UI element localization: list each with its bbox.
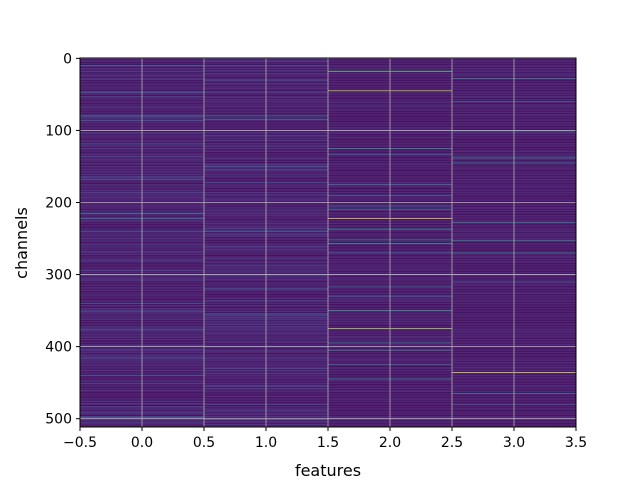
y-tick-label: 400	[45, 340, 72, 356]
x-tick-label: 1.0	[255, 435, 277, 451]
x-tick-label: 0.5	[193, 435, 215, 451]
x-tick-label: 1.5	[317, 435, 339, 451]
x-tick-label: 3.0	[503, 435, 525, 451]
y-axis-label: channels	[12, 207, 31, 279]
x-tick-label: 0.0	[131, 435, 153, 451]
x-tick-label: 2.0	[379, 435, 401, 451]
x-axis: −0.5 0.0 0.5 1.0 1.5 2.0 2.5 3.0 3.5	[63, 427, 587, 451]
y-tick-label: 500	[45, 412, 72, 428]
x-tick-label: 3.5	[565, 435, 587, 451]
y-tick-label: 300	[45, 268, 72, 284]
y-tick-label: 100	[45, 123, 72, 139]
x-axis-label: features	[295, 461, 361, 480]
y-axis: 0 100 200 300 400 500	[45, 51, 80, 428]
x-tick-label: 2.5	[441, 435, 463, 451]
x-tick-label: −0.5	[63, 435, 97, 451]
y-tick-label: 200	[45, 196, 72, 212]
y-tick-label: 0	[63, 51, 72, 67]
